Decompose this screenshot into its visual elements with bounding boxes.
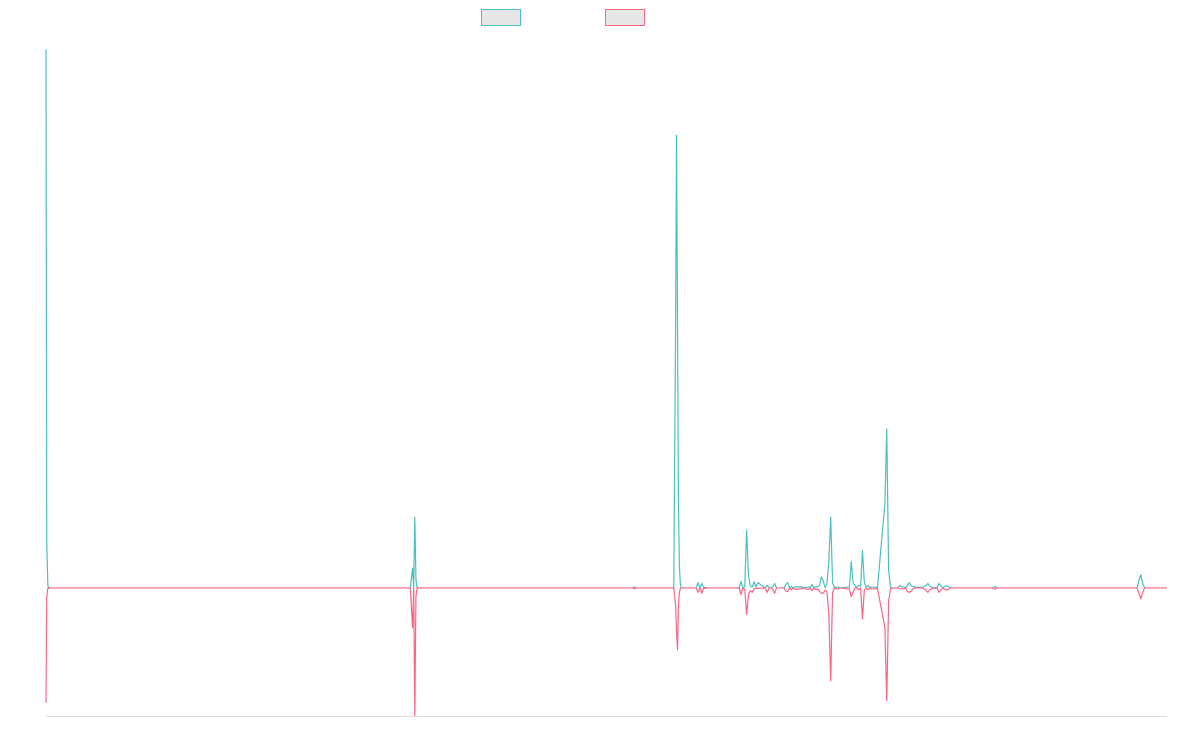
plot-area [45, 49, 1167, 717]
legend [481, 9, 645, 26]
legend-swatch-2[interactable] [605, 9, 645, 26]
legend-swatch-1[interactable] [481, 9, 521, 26]
series-line-1 [45, 49, 1167, 589]
series-line-2 [45, 587, 1167, 717]
